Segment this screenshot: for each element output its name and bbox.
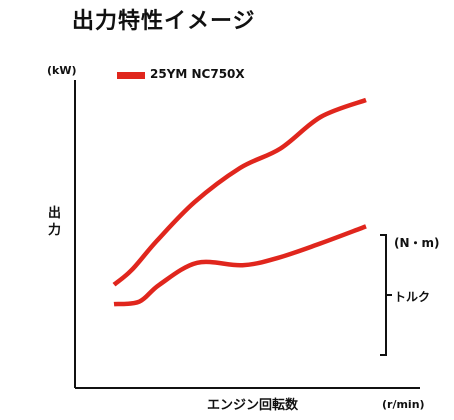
x-axis-label: エンジン回転数 <box>207 398 299 413</box>
torque-label: トルク <box>394 290 431 304</box>
series-layer <box>112 97 367 307</box>
torque-curve <box>113 224 367 307</box>
x-axis-unit: (r/min) <box>382 398 425 411</box>
torque-unit: (N・m) <box>394 236 440 250</box>
y-axis-unit: (kW) <box>47 64 77 77</box>
legend-swatch <box>117 72 145 79</box>
y-axis-label: 出力 <box>48 206 62 238</box>
legend-label: 25YM NC750X <box>150 67 245 81</box>
output-curve <box>112 97 367 287</box>
torque-bracket <box>380 234 392 356</box>
chart-title: 出力特性イメージ <box>72 9 256 34</box>
